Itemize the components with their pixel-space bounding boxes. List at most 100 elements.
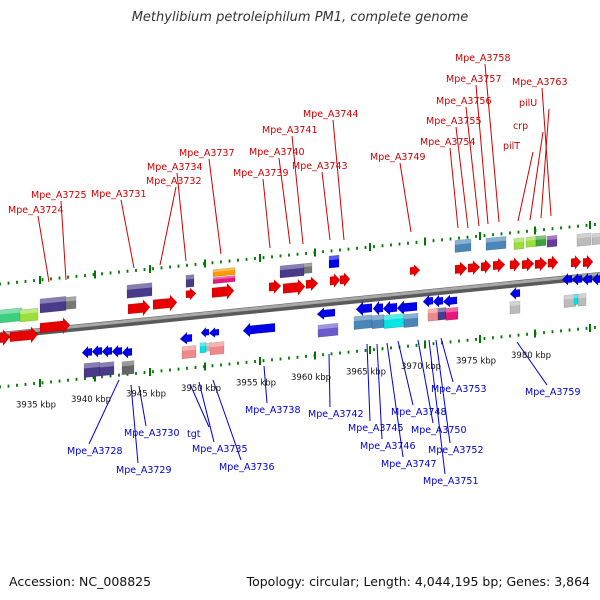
reverse-gene-arrow bbox=[442, 294, 458, 308]
scale-label: 3980 kbp bbox=[511, 351, 551, 361]
reverse-gene-block-shine bbox=[372, 314, 384, 321]
scale-label: 3965 kbp bbox=[346, 367, 386, 377]
forward-gene-arrow bbox=[211, 282, 235, 300]
forward-leader-line bbox=[60, 200, 67, 281]
reverse-gene-arrow-body bbox=[101, 344, 113, 358]
forward-gene-block-shine bbox=[329, 255, 339, 261]
forward-gene-label: Mpe_A3740 bbox=[249, 147, 305, 158]
forward-gene-block-shine bbox=[0, 307, 22, 315]
reverse-gene-label: Mpe_A3729 bbox=[116, 465, 172, 476]
upper-tick-rail bbox=[0, 221, 596, 286]
reverse-gene-arrow bbox=[372, 300, 384, 316]
reverse-gene-block-shine bbox=[318, 323, 338, 330]
forward-gene-block-shine bbox=[213, 267, 235, 273]
forward-gene-arrow bbox=[454, 261, 468, 277]
reverse-gene-block-shine bbox=[182, 345, 196, 351]
forward-gene-arrow bbox=[409, 264, 421, 278]
forward-leader-line bbox=[475, 84, 489, 225]
reverse-leader-line bbox=[386, 342, 404, 458]
forward-leader-line bbox=[262, 178, 271, 249]
forward-gene-arrow-body bbox=[454, 261, 468, 277]
reverse-leader-line bbox=[440, 337, 454, 383]
reverse-gene-arrow bbox=[355, 301, 373, 317]
reverse-gene-block-shine bbox=[210, 341, 224, 348]
genome-stats-text: Topology: circular; Length: 4,044,195 bp… bbox=[246, 574, 590, 589]
forward-gene-arrow bbox=[9, 326, 39, 344]
reverse-gene-block-shine bbox=[446, 307, 458, 313]
reverse-gene-block-shine bbox=[84, 362, 100, 369]
forward-gene-block-shine bbox=[66, 296, 76, 302]
forward-gene-arrow-body bbox=[509, 256, 521, 273]
forward-gene-label: Mpe_A3732 bbox=[146, 176, 202, 187]
reverse-gene-block bbox=[181, 345, 197, 360]
reverse-gene-arrow-body bbox=[372, 300, 384, 316]
forward-gene-arrow-body bbox=[211, 282, 235, 300]
forward-gene-arrow-body bbox=[534, 256, 548, 272]
forward-gene-arrow-body bbox=[305, 276, 319, 292]
forward-gene-block bbox=[576, 232, 592, 247]
reverse-gene-arrow-body bbox=[571, 272, 583, 286]
reverse-gene-arrow bbox=[316, 307, 336, 321]
reverse-gene-block bbox=[403, 312, 419, 328]
forward-gene-block-body bbox=[303, 262, 313, 274]
forward-leader-line bbox=[321, 171, 331, 241]
forward-gene-arrow-body bbox=[0, 329, 11, 347]
forward-gene-block-shine bbox=[536, 235, 546, 240]
forward-gene-arrow bbox=[152, 294, 178, 312]
forward-gene-label: Mpe_A3724 bbox=[8, 205, 64, 216]
forward-leader-line bbox=[291, 135, 304, 245]
forward-gene-block-shine bbox=[127, 282, 152, 290]
forward-gene-arrow bbox=[305, 276, 319, 292]
forward-gene-label: Mpe_A3737 bbox=[179, 148, 235, 159]
forward-leader-line bbox=[332, 119, 345, 241]
reverse-gene-block bbox=[353, 314, 373, 330]
reverse-gene-block bbox=[99, 361, 115, 377]
reverse-gene-block-shine bbox=[404, 313, 418, 320]
forward-gene-arrow-body bbox=[492, 257, 506, 273]
forward-gene-arrow-body bbox=[329, 272, 341, 289]
forward-gene-arrow bbox=[509, 256, 521, 273]
reverse-gene-block-shine bbox=[564, 294, 576, 300]
forward-gene-block-body bbox=[212, 275, 236, 284]
reverse-gene-arrow bbox=[581, 272, 593, 286]
reverse-gene-arrow-body bbox=[561, 272, 573, 286]
reverse-gene-arrow bbox=[81, 345, 93, 359]
forward-gene-arrow bbox=[492, 257, 506, 273]
reverse-gene-block-body bbox=[577, 293, 587, 307]
forward-gene-block bbox=[0, 307, 23, 324]
forward-gene-arrow-body bbox=[282, 278, 306, 296]
forward-gene-block bbox=[513, 237, 525, 250]
forward-gene-block-shine bbox=[486, 236, 506, 243]
forward-gene-block bbox=[185, 274, 195, 288]
forward-leader-line bbox=[159, 186, 177, 266]
forward-gene-arrow bbox=[521, 256, 535, 272]
forward-gene-block-shine bbox=[40, 296, 66, 304]
reverse-gene-arrow bbox=[121, 345, 133, 359]
forward-gene-label: Mpe_A3725 bbox=[31, 190, 87, 201]
forward-gene-label: Mpe_A3757 bbox=[446, 74, 502, 85]
forward-gene-arrow bbox=[582, 254, 594, 271]
reverse-gene-block-shine bbox=[574, 294, 578, 299]
forward-gene-arrow bbox=[570, 254, 582, 271]
forward-gene-arrow-body bbox=[547, 255, 559, 271]
forward-gene-block bbox=[65, 296, 77, 310]
forward-gene-block-body bbox=[65, 296, 77, 310]
forward-gene-block-body bbox=[535, 235, 547, 247]
reverse-gene-block bbox=[371, 314, 385, 330]
reverse-gene-arrow-body bbox=[442, 294, 458, 308]
reverse-gene-arrow bbox=[101, 344, 113, 358]
forward-gene-block bbox=[485, 236, 507, 251]
forward-gene-arrow-body bbox=[467, 260, 481, 276]
forward-leader-line bbox=[278, 157, 291, 245]
forward-leader-line bbox=[176, 172, 187, 262]
forward-gene-block bbox=[19, 307, 39, 323]
forward-gene-arrow bbox=[268, 279, 282, 295]
reverse-gene-block-body bbox=[317, 322, 339, 338]
reverse-gene-block-shine bbox=[200, 342, 206, 347]
forward-gene-arrow-body bbox=[480, 258, 492, 275]
forward-leader-line bbox=[208, 158, 222, 255]
reverse-gene-label: Mpe_A3728 bbox=[67, 446, 123, 457]
backbone-group bbox=[0, 221, 600, 389]
scale-label: 3940 kbp bbox=[71, 395, 111, 405]
forward-gene-arrow-body bbox=[39, 317, 71, 335]
